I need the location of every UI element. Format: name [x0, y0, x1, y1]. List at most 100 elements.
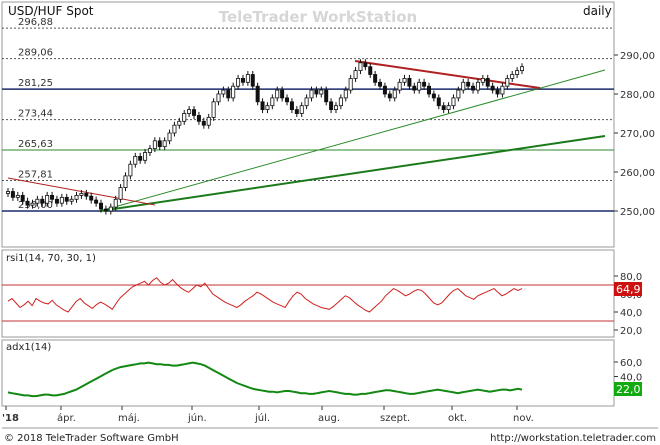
candle-body — [118, 187, 123, 200]
uptrend-line-bold — [99, 135, 606, 212]
x-tick-label: jún. — [187, 412, 207, 424]
candle-body — [103, 208, 108, 212]
candle-body — [338, 97, 343, 107]
rsi-series-line — [7, 277, 523, 313]
candle-body — [471, 85, 476, 91]
candle-body — [309, 89, 314, 99]
price-axis: 290,00 280,00 270,00 260,00 250,00 — [614, 51, 655, 218]
candle-body — [74, 194, 79, 200]
candle-body — [475, 81, 480, 91]
candle-body — [397, 81, 402, 91]
candle-body — [236, 78, 241, 87]
x-axis: '18 ápr. máj. jún. júl. aug. szept. okt. nov. — [2, 406, 534, 424]
adx-label: adx1(14) — [6, 342, 51, 353]
candle-body — [343, 89, 348, 99]
candle-body — [314, 89, 319, 95]
candle-body — [69, 198, 74, 202]
rsi-last-value-badge — [614, 282, 642, 296]
candle-body — [240, 78, 245, 83]
price-tick-label: 260,00 — [620, 168, 655, 179]
candle-body — [250, 74, 255, 87]
candle-body — [363, 62, 368, 68]
candle-body — [35, 198, 40, 204]
x-tick-label: szept. — [380, 413, 410, 424]
candle-body — [30, 202, 35, 206]
candle-body — [412, 85, 417, 91]
adx-last-value-badge — [614, 382, 642, 396]
candle-body — [466, 81, 471, 87]
candle-body — [329, 101, 334, 111]
candle-body — [167, 132, 172, 142]
candle-body — [358, 62, 363, 71]
fib-level-label: 250,00 — [18, 200, 53, 211]
candle-body — [304, 97, 309, 107]
candle-body — [79, 193, 84, 196]
candle-body — [324, 89, 329, 103]
candle-body — [133, 155, 138, 165]
x-tick-label: '18 — [2, 413, 19, 424]
candle-body — [280, 89, 285, 99]
candle-body — [319, 89, 324, 95]
candle-body — [461, 81, 466, 91]
x-tick-label: júl. — [254, 412, 270, 424]
candle-body — [84, 193, 89, 197]
adx-last-value: 22,0 — [616, 383, 641, 396]
candle-body — [108, 206, 113, 212]
candle-body — [480, 78, 485, 83]
candle-body — [143, 152, 148, 161]
candle-body — [89, 195, 94, 201]
uptrend-line-thin — [99, 69, 606, 212]
candle-body — [157, 140, 162, 148]
fib-level-label: 265,63 — [18, 139, 53, 150]
candlesticks — [6, 59, 525, 215]
x-tick-label: nov. — [513, 413, 534, 424]
candle-body — [128, 163, 133, 177]
candle-body — [402, 78, 407, 83]
candle-body — [441, 105, 446, 110]
candle-body — [289, 101, 294, 111]
candle-body — [255, 85, 260, 103]
price-tick-label: 270,00 — [620, 129, 655, 140]
candle-body — [187, 109, 192, 114]
candle-body — [387, 93, 392, 99]
copyright-text: © 2018 TeleTrader Software GmbH — [4, 433, 179, 444]
candle-body — [270, 97, 275, 107]
candle-body — [294, 109, 299, 114]
candle-body — [260, 101, 265, 111]
candle-body — [196, 115, 201, 122]
candle-body — [431, 93, 436, 99]
watermark-text: TeleTrader WorkStation — [219, 8, 417, 26]
candle-body — [485, 78, 490, 87]
candle-body — [59, 196, 64, 204]
candle-body — [378, 81, 383, 87]
candle-body — [172, 124, 177, 134]
rsi-tick-label: 20,0 — [620, 326, 642, 337]
fib-level-label: 273,44 — [18, 109, 53, 120]
website-url: http://workstation.teletrader.com — [490, 433, 656, 444]
chart-title: USD/HUF Spot — [8, 4, 94, 18]
candle-body — [99, 202, 104, 210]
candle-body — [500, 85, 505, 95]
candle-body — [226, 89, 231, 99]
fibonacci-lines: 296,88 289,06 281,25 273,44 265,63 257,81 250,… — [2, 17, 614, 212]
candle-body — [451, 97, 456, 107]
price-tick-label: 290,00 — [620, 51, 655, 62]
candle-body — [162, 140, 167, 148]
price-tick-label: 250,00 — [620, 207, 655, 218]
x-tick-label: okt. — [448, 413, 467, 424]
rsi-label: rsi1(14, 70, 30, 1) — [6, 253, 96, 264]
candle-body — [211, 101, 216, 118]
candle-body — [490, 85, 495, 91]
candle-body — [152, 140, 157, 150]
candle-body — [147, 148, 152, 153]
candle-body — [422, 81, 427, 87]
candle-body — [417, 81, 422, 91]
candle-body — [285, 97, 290, 103]
candle-body — [45, 194, 50, 204]
price-tick-label: 280,00 — [620, 90, 655, 101]
candle-body — [206, 117, 211, 126]
candle-body — [177, 120, 182, 126]
adx-tick-label: 40,0 — [620, 373, 642, 384]
fib-level-label: 257,81 — [18, 170, 53, 181]
